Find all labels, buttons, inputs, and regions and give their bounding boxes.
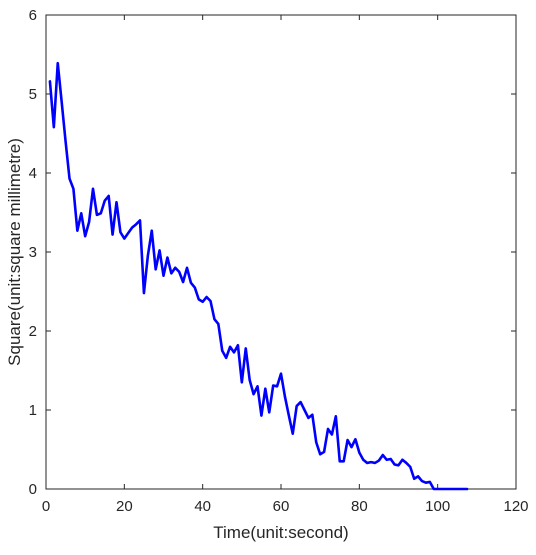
x-tick-label: 120 bbox=[503, 498, 528, 515]
y-tick-label: 5 bbox=[29, 86, 37, 103]
y-axis-ticks: 0 1 2 3 4 5 6 bbox=[29, 7, 516, 498]
x-tick-label: 60 bbox=[273, 498, 290, 515]
x-axis-ticks: 0 20 40 60 80 100 120 bbox=[42, 15, 529, 515]
series-layer bbox=[48, 61, 469, 491]
y-tick-label: 6 bbox=[29, 7, 37, 24]
y-axis-label: Square(unit:square millimetre) bbox=[5, 138, 24, 366]
x-tick-label: 0 bbox=[42, 498, 50, 515]
x-axis-label: Time(unit:second) bbox=[213, 523, 348, 542]
x-tick-label: 100 bbox=[425, 498, 450, 515]
x-tick-label: 20 bbox=[116, 498, 133, 515]
y-tick-label: 2 bbox=[29, 323, 37, 340]
y-tick-label: 1 bbox=[29, 402, 37, 419]
plot-area bbox=[45, 14, 517, 490]
y-tick-label: 3 bbox=[29, 244, 37, 261]
series-line bbox=[48, 61, 469, 491]
y-tick-label: 4 bbox=[29, 165, 37, 182]
y-tick-label: 0 bbox=[29, 481, 37, 498]
x-tick-label: 40 bbox=[194, 498, 211, 515]
x-tick-label: 80 bbox=[351, 498, 368, 515]
